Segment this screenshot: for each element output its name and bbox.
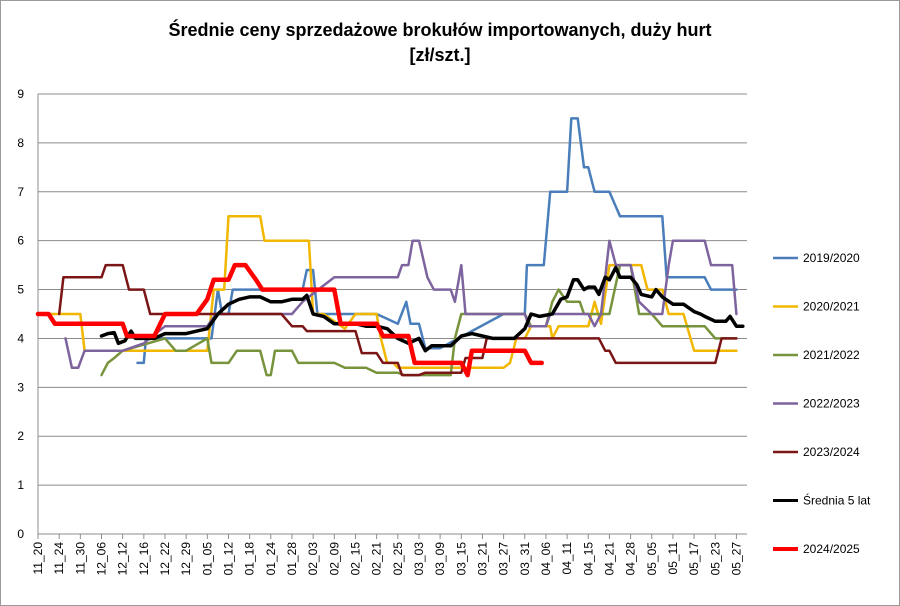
series-line-6 (35, 262, 544, 378)
x-tick-label: 12_29 (179, 542, 193, 576)
x-tick-label: 12_16 (137, 542, 151, 576)
x-tick-label: 04_06 (539, 542, 553, 576)
x-tick-label: 11_30 (73, 542, 87, 575)
y-tick-label: 2 (17, 429, 24, 443)
x-tick-label: 01_05 (200, 542, 214, 576)
y-tick-label: 4 (17, 331, 24, 345)
series-line-5 (99, 265, 745, 353)
x-tick-label: 04_28 (624, 542, 638, 576)
x-tick-label: 02_25 (391, 542, 405, 576)
x-tick-label: 05_23 (708, 542, 722, 576)
legend-label-3: 2022/2023 (803, 397, 860, 411)
series-line-2 (100, 263, 738, 377)
x-tick-label: 03_03 (412, 542, 426, 576)
x-tick-label: 05_11 (666, 542, 680, 575)
x-tick-label: 01_24 (264, 542, 278, 576)
y-tick-label: 7 (17, 185, 24, 199)
y-tick-label: 3 (17, 380, 24, 394)
x-tick-label: 02_03 (306, 542, 320, 576)
x-tick-label: 01_28 (285, 542, 299, 576)
x-tick-label: 01_12 (221, 542, 235, 576)
series-line-4 (57, 263, 738, 377)
x-tick-label: 02_09 (327, 542, 341, 576)
x-tick-label: 03_27 (497, 542, 511, 576)
x-tick-label: 11_20 (31, 542, 45, 575)
y-tick-label: 0 (17, 527, 24, 541)
x-tick-label: 05_27 (729, 542, 743, 576)
x-tick-label: 12_12 (116, 542, 130, 576)
chart-title-line2: [zł/szt.] (409, 45, 471, 65)
legend-label-2: 2021/2022 (803, 348, 860, 362)
y-tick-label: 5 (17, 283, 24, 297)
x-tick-label: 05_05 (645, 542, 659, 576)
x-tick-label: 02_21 (370, 542, 384, 576)
y-tick-label: 1 (17, 478, 24, 492)
x-tick-label: 03_31 (518, 542, 532, 576)
x-tick-label: 04_21 (602, 542, 616, 576)
series-line-3 (64, 239, 738, 370)
x-tick-label: 12_06 (94, 542, 108, 576)
x-tick-label: 11_24 (52, 542, 66, 575)
x-tick-label: 01_18 (243, 542, 257, 576)
legend-label-1: 2020/2021 (803, 300, 860, 314)
chart-title: Średnie ceny sprzedażowe brokułów import… (60, 18, 820, 68)
y-tick-label: 8 (17, 136, 24, 150)
x-tick-label: 04_11 (560, 542, 574, 575)
x-tick-label: 04_15 (581, 542, 595, 576)
legend-label-4: 2023/2024 (803, 445, 860, 459)
x-tick-label: 05_17 (687, 542, 701, 576)
y-tick-label: 6 (17, 234, 24, 248)
x-tick-label: 12_22 (158, 542, 172, 576)
legend-label-6: 2024/2025 (803, 542, 860, 556)
legend-label-0: 2019/2020 (803, 251, 860, 265)
series-line-0 (136, 117, 738, 365)
chart-title-line1: Średnie ceny sprzedażowe brokułów import… (168, 20, 712, 40)
x-tick-label: 03_21 (475, 542, 489, 576)
legend-label-5: Średnia 5 lat (803, 493, 871, 508)
y-tick-label: 9 (17, 87, 24, 101)
x-tick-label: 03_09 (433, 542, 447, 576)
x-tick-label: 02_15 (348, 542, 362, 576)
x-tick-label: 03_15 (454, 542, 468, 576)
